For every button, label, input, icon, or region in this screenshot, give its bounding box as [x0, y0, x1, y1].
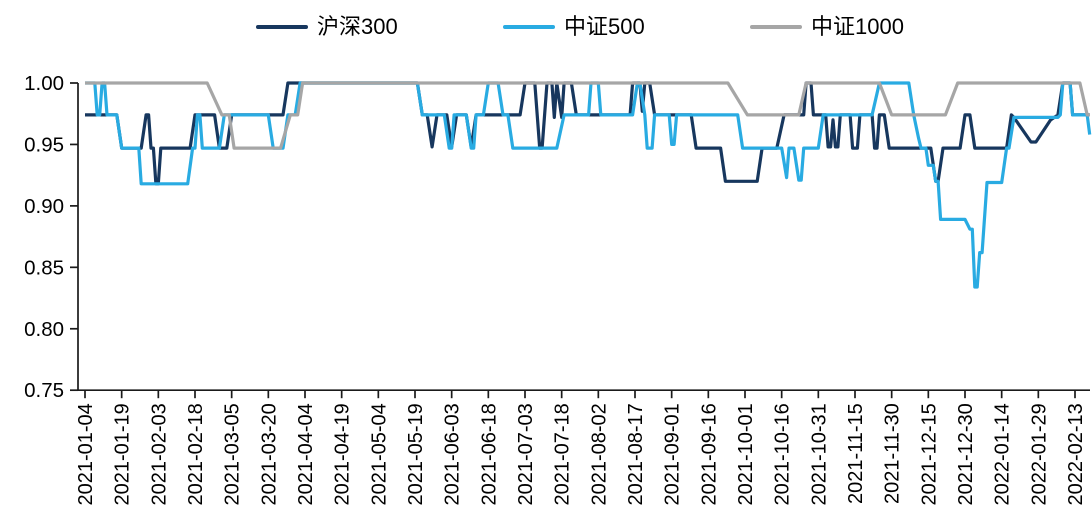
legend-line-swatch-csi500 [503, 25, 555, 29]
x-tick-label: 2021-01-19 [112, 403, 134, 505]
x-tick-label: 2021-11-15 [845, 403, 867, 504]
series-line-hs300 [85, 81, 1090, 186]
x-tick-label: 2021-10-01 [735, 403, 757, 505]
x-tick-label: 2021-06-18 [478, 403, 500, 505]
x-tick-label: 2021-03-05 [222, 403, 244, 505]
y-tick-label: 0.85 [24, 256, 64, 279]
chart-legend: 沪深300 中证500 中证1000 [0, 0, 1092, 48]
y-tick-label: 0.90 [24, 195, 64, 218]
x-tick-label: 2021-08-17 [625, 403, 647, 505]
x-tick-label: 2021-09-01 [662, 403, 684, 505]
legend-item-csi500: 中证500 [503, 14, 645, 40]
x-tick-label: 2021-01-04 [75, 403, 97, 505]
x-tick-label: 2022-01-14 [992, 403, 1014, 505]
x-tick-label: 2021-10-31 [808, 403, 830, 505]
x-tick-label: 2021-10-16 [772, 403, 794, 505]
x-tick-label: 2022-01-29 [1028, 403, 1050, 505]
x-tick-label: 2021-02-03 [148, 403, 170, 505]
x-tick-label: 2021-08-02 [588, 403, 610, 505]
x-tick-label: 2021-03-20 [258, 403, 280, 505]
legend-item-csi1000: 中证1000 [750, 14, 904, 40]
series-line-csi500 [85, 81, 1092, 289]
legend-item-hs300: 沪深300 [256, 14, 398, 40]
y-tick-label: 0.80 [24, 318, 64, 341]
x-tick-label: 2021-07-18 [552, 403, 574, 505]
x-tick-label: 2021-12-15 [918, 403, 940, 505]
y-tick-label: 0.75 [24, 379, 64, 402]
x-tick-label: 2021-05-04 [368, 403, 390, 505]
legend-line-swatch-hs300 [256, 25, 308, 29]
x-tick-label: 2021-11-30 [882, 403, 904, 504]
x-tick-label: 2021-04-19 [332, 403, 354, 505]
x-tick-label: 2021-07-03 [515, 403, 537, 505]
legend-line-swatch-csi1000 [750, 25, 802, 29]
x-tick-label: 2021-06-03 [442, 403, 464, 505]
y-tick-label: 1.00 [24, 72, 64, 95]
x-tick-label: 2021-04-04 [295, 403, 317, 505]
x-tick-label: 2021-02-18 [185, 403, 207, 505]
x-tick-label: 2021-05-19 [405, 403, 427, 505]
legend-label-csi1000: 中证1000 [811, 14, 904, 39]
series-line-csi1000 [85, 81, 1090, 150]
x-tick-label: 2021-09-16 [698, 403, 720, 505]
x-tick-label: 2021-12-30 [955, 403, 977, 505]
y-tick-label: 0.95 [24, 133, 64, 156]
x-tick-label: 2022-02-13 [1065, 403, 1087, 505]
legend-label-hs300: 沪深300 [317, 14, 398, 39]
legend-label-csi500: 中证500 [564, 14, 645, 39]
